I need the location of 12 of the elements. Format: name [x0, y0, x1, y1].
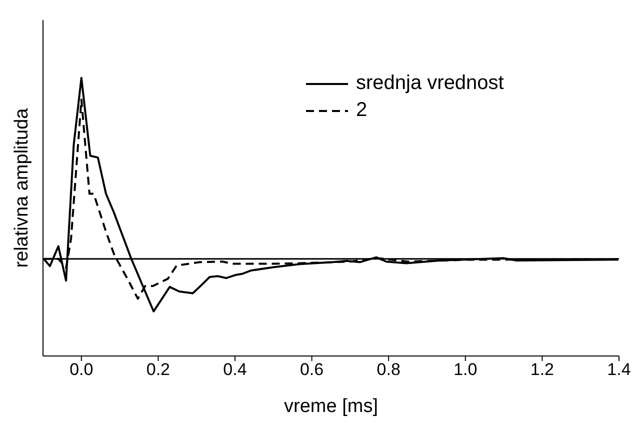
x-tick-label: 0.8 — [376, 360, 400, 380]
y-axis-title: relativna amplituda — [12, 108, 32, 268]
x-tick-label: 1.0 — [454, 360, 478, 380]
legend-label: 2 — [356, 98, 368, 123]
x-tick-label: 1.4 — [607, 360, 631, 380]
x-tick-label: 0.0 — [70, 360, 94, 380]
x-tick-label: 0.4 — [223, 360, 247, 380]
x-tick-label: 0.6 — [300, 360, 324, 380]
legend-label: srednja vrednost — [356, 71, 504, 96]
x-tick-label: 1.2 — [530, 360, 554, 380]
x-tick-label: 0.2 — [146, 360, 170, 380]
x-axis-title: vreme [ms] — [284, 396, 378, 417]
